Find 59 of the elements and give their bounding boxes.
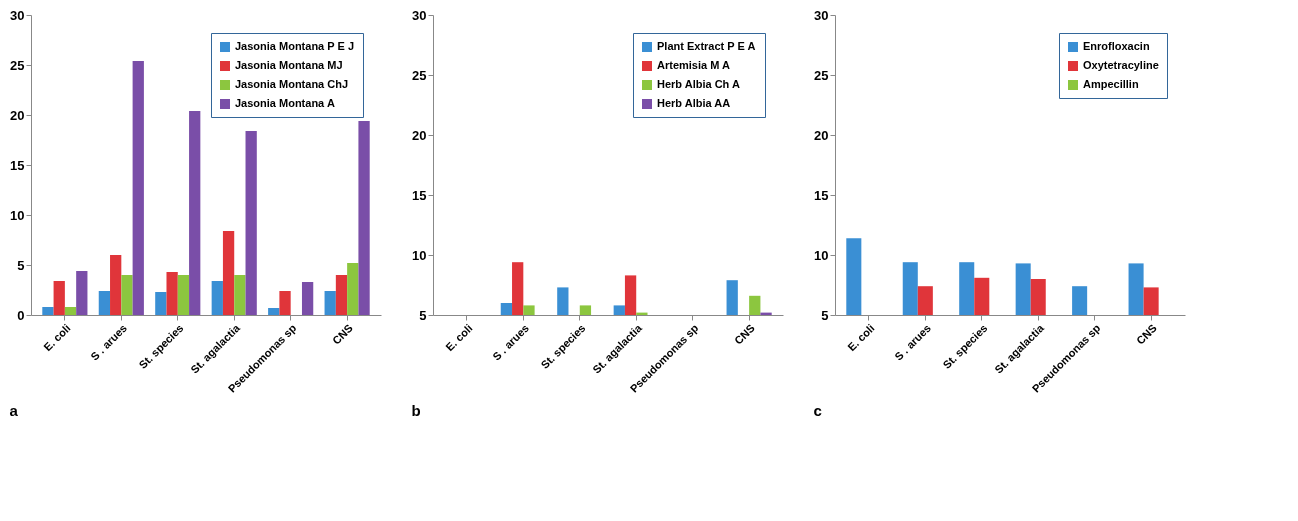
y-tick-label: 30 — [10, 7, 25, 23]
legend-label: Enrofloxacin — [1083, 40, 1150, 52]
bar — [245, 131, 257, 315]
y-tick-label: 30 — [412, 7, 427, 23]
bar — [301, 282, 314, 315]
legend-label: Artemisia M A — [657, 59, 730, 71]
bar — [155, 292, 167, 315]
y-tick-label: 30 — [814, 7, 829, 23]
y-tick-label: 25 — [814, 67, 829, 83]
bar — [64, 307, 77, 315]
bar — [211, 281, 223, 315]
y-tick-label: 10 — [10, 207, 25, 223]
y-tick-label: 15 — [10, 157, 25, 173]
bar — [268, 308, 280, 315]
legend-label: Jasonia Montana MJ — [235, 59, 343, 71]
bar — [121, 275, 133, 315]
y-tick-label: 5 — [17, 257, 25, 273]
bar — [166, 272, 178, 315]
bar — [324, 291, 336, 315]
bar — [335, 275, 348, 315]
y-tick-label: 5 — [821, 307, 829, 323]
bar — [42, 307, 54, 315]
legend-label: Jasonia Montana A — [235, 97, 335, 109]
y-tick-label: 10 — [814, 247, 829, 263]
legend-label: Plant Extract P E A — [657, 40, 756, 52]
y-tick-label: 20 — [814, 127, 829, 143]
x-tick-label: E. coli — [443, 321, 475, 354]
text: b — [411, 402, 421, 420]
text: a — [9, 402, 19, 420]
text: c — [813, 402, 822, 420]
y-tick-label: 0 — [17, 307, 25, 323]
bar — [110, 255, 122, 315]
y-tick-label: 15 — [412, 187, 427, 203]
legend-label: Herb Albia AA — [657, 97, 731, 109]
legend-label: Jasonia Montana ChJ — [235, 78, 349, 90]
y-tick-label: 15 — [814, 187, 829, 203]
bar — [222, 231, 235, 315]
bar — [279, 291, 291, 315]
bar — [189, 111, 201, 315]
y-tick-label: 25 — [10, 57, 25, 73]
bar — [358, 121, 370, 315]
y-tick-label: 5 — [419, 307, 427, 323]
bar — [234, 275, 246, 315]
x-tick-label: E. coli — [845, 321, 877, 354]
legend-label: Jasonia Montana P E J — [235, 40, 355, 52]
y-tick-label: 25 — [412, 67, 427, 83]
legend-label: Ampecillin — [1083, 78, 1139, 90]
bar — [132, 61, 144, 315]
y-tick-label: 20 — [412, 127, 427, 143]
bar — [53, 281, 65, 315]
bar — [177, 275, 190, 315]
y-tick-label: 20 — [10, 107, 25, 123]
bar — [76, 271, 88, 315]
bar — [98, 291, 111, 315]
x-tick-label: E. coli — [41, 321, 73, 354]
legend-label: Herb Albia Ch A — [657, 78, 740, 90]
bar — [347, 263, 359, 315]
legend-label: Oxytetracyline — [1083, 59, 1159, 71]
y-tick-label: 10 — [412, 247, 427, 263]
